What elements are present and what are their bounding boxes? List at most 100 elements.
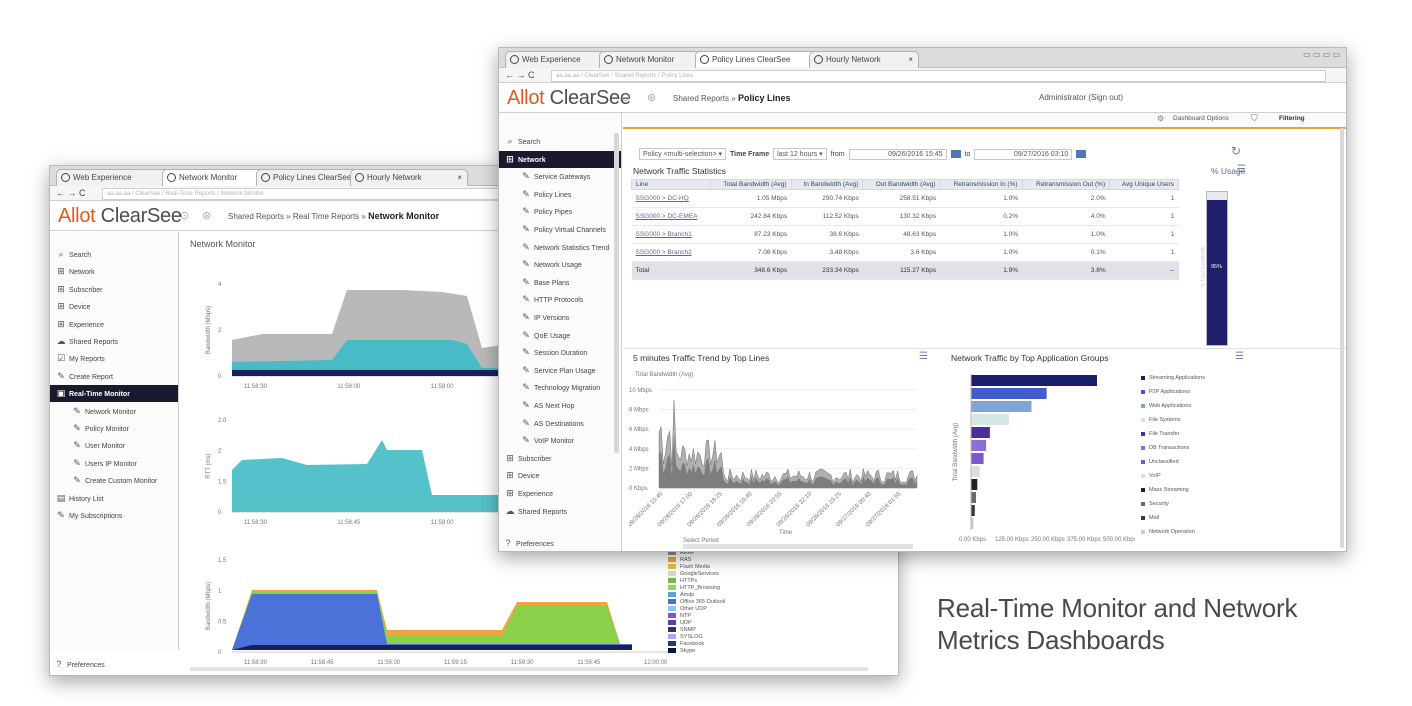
sidebar-item-qoe-usage[interactable]: ✎ QoE Usage xyxy=(499,327,621,344)
app-bar[interactable] xyxy=(971,453,984,464)
tab-hourly-network[interactable]: Hourly Network × xyxy=(350,169,468,186)
legend-item[interactable]: Security xyxy=(1141,497,1205,511)
column-header[interactable]: Total Bandwidth (Avg) xyxy=(709,179,792,190)
tab-policy-lines[interactable]: Policy Lines ClearSee× xyxy=(695,51,823,68)
sidebar-item-shared-reports[interactable]: ☁ Shared Reports xyxy=(499,503,621,520)
sidebar-item-create-custom-monitor[interactable]: ✎ Create Custom Monitor xyxy=(50,472,178,489)
legend-item[interactable]: RAS xyxy=(668,557,725,564)
sidebar-item-service-plan-usage[interactable]: ✎ Service Plan Usage xyxy=(499,362,621,379)
legend-item[interactable]: NTP xyxy=(668,613,725,620)
tab-network-monitor[interactable]: Network Monitor× xyxy=(162,169,270,186)
sidebar-item-policy-pipes[interactable]: ✎ Policy Pipes xyxy=(499,203,621,220)
user-signout[interactable]: Administrator (Sign out) xyxy=(1039,93,1124,102)
dashboard-options-icon[interactable]: ⚙ xyxy=(1157,114,1165,123)
legend-item[interactable]: Skype xyxy=(668,648,725,655)
preferences-button[interactable]: ? Preferences xyxy=(503,535,621,551)
sidebar-item-network[interactable]: ⊞ Network xyxy=(50,263,178,280)
legend-item[interactable]: Office 365 Outlook xyxy=(668,599,725,606)
bottom-scrollbar[interactable] xyxy=(190,667,868,671)
sidebar-item-network-usage[interactable]: ✎ Network Usage xyxy=(499,256,621,273)
menu-icon[interactable]: ☰ xyxy=(1237,164,1246,175)
legend-item[interactable]: Unclassified xyxy=(1141,455,1205,469)
legend-item[interactable]: Web Applications xyxy=(1141,399,1205,413)
legend-item[interactable]: File Transfer xyxy=(1141,427,1205,441)
sidebar-item-policy-virtual-channels[interactable]: ✎ Policy Virtual Channels xyxy=(499,221,621,238)
legend-item[interactable]: SYSLOG xyxy=(668,634,725,641)
tab-web-experience[interactable]: Web Experience× xyxy=(56,169,174,186)
timeframe-select[interactable]: last 12 hours ▾ xyxy=(773,148,827,160)
legend-item[interactable]: Streaming Applications xyxy=(1141,371,1205,385)
line-link[interactable]: SSG000 > DC-HQ xyxy=(631,189,711,208)
tab-network-monitor[interactable]: Network Monitor× xyxy=(599,51,709,68)
reload-icon[interactable]: ↻ xyxy=(1231,144,1242,158)
sidebar-item-policy-monitor[interactable]: ✎ Policy Monitor xyxy=(50,420,178,437)
sidebar-item-users-ip-monitor[interactable]: ✎ Users IP Monitor xyxy=(50,455,178,472)
calendar-icon[interactable] xyxy=(1076,150,1087,159)
app-bar[interactable] xyxy=(971,466,980,477)
dashboard-options-button[interactable]: Dashboard Options xyxy=(1173,115,1230,122)
sidebar-item-create-report[interactable]: ✎ Create Report xyxy=(50,368,178,385)
help-icon[interactable]: ? xyxy=(56,659,62,669)
column-header[interactable]: Retransmission In (%) xyxy=(939,179,1023,190)
menu-icon[interactable]: ☰ xyxy=(919,351,928,362)
app-bar[interactable] xyxy=(971,401,1032,412)
preferences-button[interactable]: ? Preferences xyxy=(54,656,178,673)
line-link[interactable]: SSG000 > Branch2 xyxy=(631,243,711,262)
period-slider[interactable] xyxy=(683,544,913,549)
legend-item[interactable]: Other UDP xyxy=(668,606,725,613)
sidebar-item-policy-lines[interactable]: ✎ Policy Lines xyxy=(499,186,621,203)
app-bar[interactable] xyxy=(971,505,975,516)
column-header[interactable]: Out Bandwidth (Avg) xyxy=(862,179,941,190)
sidebar-item-subscriber[interactable]: ⊞ Subscriber xyxy=(50,281,178,298)
breadcrumb-path[interactable]: Shared Reports » xyxy=(673,94,738,103)
sidebar-item-ip-versions[interactable]: ✎ IP Versions xyxy=(499,309,621,326)
sidebar-item-my-subscriptions[interactable]: ✎ My Subscriptions xyxy=(50,507,178,524)
sidebar-item-subscriber[interactable]: ⊞ Subscriber xyxy=(499,450,621,467)
app-bar[interactable] xyxy=(971,492,976,503)
help-icon[interactable]: ? xyxy=(505,538,511,548)
from-date-input[interactable]: 09/26/2016 15:45 xyxy=(848,149,947,160)
sidebar-item-shared-reports[interactable]: ☁ Shared Reports xyxy=(50,333,178,350)
column-header[interactable]: Avg Unique Users xyxy=(1109,179,1179,190)
sidebar-item-http-protocols[interactable]: ✎ HTTP Protocols xyxy=(499,291,621,308)
sidebar-item-session-duration[interactable]: ✎ Session Duration xyxy=(499,344,621,361)
sidebar-item-service-gateways[interactable]: ✎ Service Gateways xyxy=(499,168,621,185)
legend-item[interactable]: Amdp xyxy=(668,592,725,599)
sidebar-item-base-plans[interactable]: ✎ Base Plans xyxy=(499,274,621,291)
sidebar-item-voip-monitor[interactable]: ✎ VoIP Monitor xyxy=(499,432,621,449)
sidebar-item-search[interactable]: ⌕ Search xyxy=(499,133,621,150)
legend-item[interactable]: DB Transactions xyxy=(1141,441,1205,455)
to-date-input[interactable]: 09/27/2016 03:10 xyxy=(974,149,1073,160)
legend-item[interactable]: Network Operation xyxy=(1141,525,1205,539)
legend-item[interactable]: VoIP xyxy=(1141,469,1205,483)
app-bar[interactable] xyxy=(971,479,978,490)
sidebar-item-technology-migration[interactable]: ✎ Technology Migration xyxy=(499,379,621,396)
sidebar-item-real-time-monitor[interactable]: ▣ Real-Time Monitor xyxy=(50,385,178,403)
legend-item[interactable]: Facebook xyxy=(668,641,725,648)
browser-nav-buttons[interactable]: ← → C xyxy=(505,70,535,80)
tab-web-experience[interactable]: Web Experience× xyxy=(505,51,613,68)
app-bar[interactable] xyxy=(971,375,1097,386)
legend-item[interactable]: GoogleServices xyxy=(668,571,725,578)
line-link[interactable]: SSG000 > DC-EMEA xyxy=(631,207,711,226)
legend-item[interactable]: UDP xyxy=(668,620,725,627)
calendar-icon[interactable] xyxy=(950,150,961,159)
policy-select[interactable]: Policy <multi-selection> ▾ xyxy=(639,148,727,160)
refresh-icon[interactable]: ⊛ xyxy=(202,210,212,222)
app-bar[interactable] xyxy=(971,388,1047,399)
sidebar-item-device[interactable]: ⊞ Device xyxy=(50,298,178,315)
legend-item[interactable]: HTTP_Browsing xyxy=(668,585,725,592)
filter-icon[interactable]: ⛉ xyxy=(1251,113,1258,123)
tab-hourly-network[interactable]: Hourly Network × xyxy=(809,51,919,68)
window-controls-icon[interactable]: ▭ ▭ ▭ ▭ xyxy=(1303,50,1340,59)
column-header[interactable]: Line xyxy=(631,179,711,190)
column-header[interactable]: In Bandwidth (Avg) xyxy=(790,179,864,190)
app-bar[interactable] xyxy=(971,414,1009,425)
sidebar-item-device[interactable]: ⊞ Device xyxy=(499,467,621,484)
main-scrollbar[interactable] xyxy=(1340,128,1344,548)
legend-item[interactable]: Mail xyxy=(1141,511,1205,525)
browser-nav-buttons[interactable]: ← → C xyxy=(56,188,86,198)
sidebar-item-as-destinations[interactable]: ✎ AS Destinations xyxy=(499,415,621,432)
sidebar-item-network[interactable]: ⊞ Network xyxy=(499,150,621,168)
close-icon[interactable]: × xyxy=(457,173,462,182)
